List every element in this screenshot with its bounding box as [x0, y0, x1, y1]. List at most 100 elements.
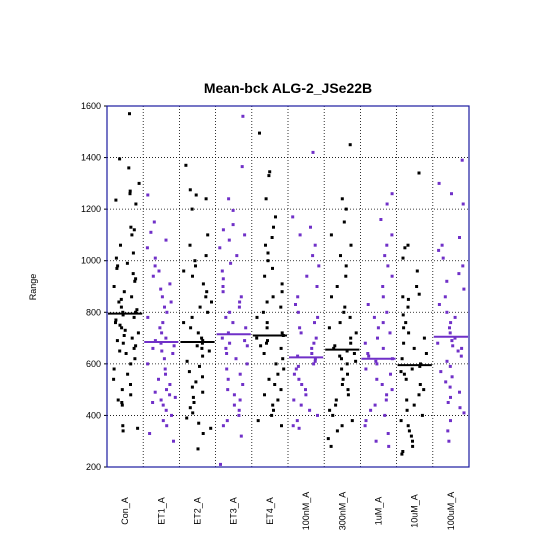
data-point: [244, 326, 248, 330]
data-point: [185, 416, 189, 420]
data-point: [239, 434, 243, 438]
data-point: [255, 315, 259, 319]
data-point: [198, 305, 202, 309]
data-point: [311, 254, 315, 258]
data-point: [146, 193, 150, 197]
data-point: [415, 269, 419, 273]
data-point: [384, 398, 388, 402]
data-point: [263, 393, 266, 397]
data-point: [172, 344, 176, 348]
data-point: [241, 114, 245, 118]
data-point: [120, 326, 124, 330]
data-point: [446, 401, 450, 404]
data-point: [132, 228, 136, 232]
x-tick-label: 100nM_A: [301, 492, 311, 531]
y-axis-label: Range: [28, 274, 38, 301]
data-point: [146, 362, 150, 366]
data-point: [292, 398, 296, 402]
data-point: [119, 243, 122, 247]
data-point: [345, 362, 349, 366]
data-point: [134, 277, 138, 281]
data-point: [130, 295, 134, 299]
data-point: [401, 256, 405, 260]
data-point: [265, 321, 269, 325]
data-point: [163, 367, 167, 371]
data-point: [131, 251, 135, 255]
data-point: [123, 328, 127, 332]
data-point: [200, 336, 204, 340]
data-point: [276, 372, 280, 376]
data-point: [268, 170, 272, 174]
data-point: [418, 383, 422, 386]
data-point: [189, 326, 193, 330]
data-point: [328, 408, 332, 412]
data-point: [333, 344, 337, 348]
data-point: [444, 380, 448, 384]
data-point: [309, 225, 312, 229]
data-point: [165, 310, 169, 314]
data-point: [462, 411, 466, 415]
data-point: [447, 439, 451, 443]
x-tick-label: 100uM_A: [446, 492, 456, 531]
data-point: [314, 336, 318, 340]
data-point: [256, 419, 260, 423]
data-point: [225, 367, 229, 371]
data-point: [458, 406, 462, 410]
data-point: [340, 367, 344, 371]
data-point: [460, 346, 464, 350]
x-tick-label: ET1_A: [156, 497, 166, 525]
data-point: [407, 429, 411, 433]
data-point: [363, 424, 367, 428]
data-point: [243, 233, 247, 237]
data-point: [366, 352, 370, 355]
data-point: [406, 297, 410, 301]
data-point: [389, 372, 392, 376]
data-point: [228, 310, 232, 314]
data-point: [116, 398, 120, 402]
data-point: [297, 426, 301, 430]
data-point: [169, 300, 173, 304]
data-point: [383, 413, 387, 417]
data-point: [210, 300, 213, 304]
y-tick-label: 1200: [81, 204, 101, 214]
data-point: [165, 388, 168, 392]
data-point: [231, 321, 235, 325]
data-point: [296, 354, 300, 358]
data-point: [204, 295, 208, 299]
data-point: [129, 362, 133, 366]
data-point: [158, 326, 162, 330]
data-point: [348, 143, 352, 147]
data-point: [120, 403, 124, 407]
data-point: [270, 236, 274, 239]
data-point: [118, 323, 122, 327]
data-point: [190, 385, 194, 389]
data-point: [364, 367, 368, 371]
data-point: [280, 282, 284, 286]
data-point: [344, 207, 348, 211]
data-point: [374, 439, 378, 443]
data-point: [327, 326, 331, 330]
data-point: [160, 295, 164, 299]
data-point: [373, 403, 377, 407]
data-point: [153, 390, 157, 394]
data-point: [114, 198, 118, 202]
data-points: [112, 112, 466, 466]
data-point: [245, 362, 249, 366]
data-point: [160, 331, 164, 335]
data-point: [311, 150, 315, 154]
data-point: [390, 274, 394, 278]
x-tick-label: 10uM_A: [410, 494, 420, 528]
data-point: [266, 339, 269, 343]
data-point: [240, 165, 244, 169]
data-point: [450, 375, 454, 379]
data-point: [449, 419, 452, 423]
data-point: [349, 336, 353, 340]
data-point: [134, 344, 138, 348]
data-point: [326, 437, 330, 441]
data-point: [295, 419, 299, 423]
data-point: [279, 388, 283, 392]
data-point: [225, 352, 229, 355]
x-tick-label: ET3_A: [229, 497, 239, 525]
data-point: [200, 341, 204, 345]
data-point: [161, 403, 165, 407]
